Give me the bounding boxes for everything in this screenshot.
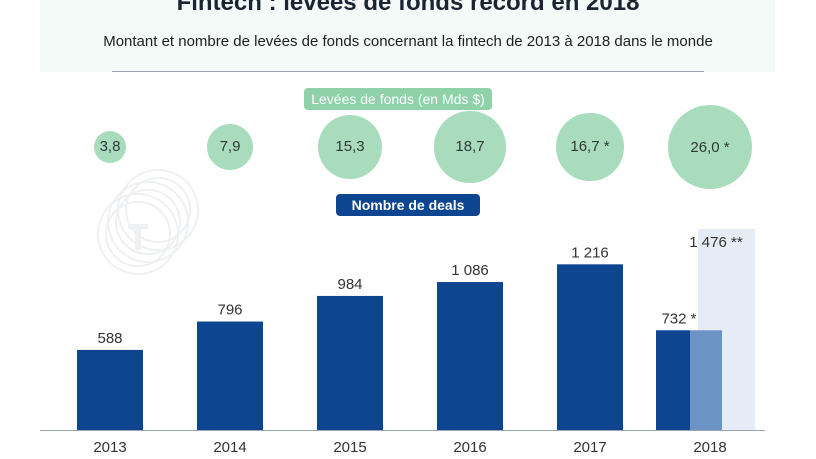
header-band [40,0,775,72]
funds-bubble-2013: 3,8 [93,130,127,164]
deal-bar-2016 [437,282,503,430]
header-divider [112,71,704,72]
x-tick-label: 2013 [93,439,126,456]
chart-title: Fintech : levées de fonds record en 2018 [176,0,640,16]
deals-label: Nombre de deals [336,194,480,216]
deal-bar-2013 [77,349,143,430]
deal-bar-2018 [656,330,690,430]
deal-value-label: 984 [337,276,362,293]
coin-stack-icon [96,168,206,278]
funds-bubble-label: 3,8 [99,138,121,156]
x-tick-label: 2014 [213,439,246,456]
funds-bubble-label: 15,3 [335,138,365,156]
funds-bubble-label: 18,7 [455,138,485,156]
deal-value-label: 796 [217,302,242,319]
deal-value-label: 588 [97,330,122,347]
projection-value-label: 1 476 ** [689,234,743,251]
x-tick-label: 2018 [693,439,726,456]
x-tick-label: 2016 [453,439,486,456]
deal-value-label: 1 086 [451,262,489,279]
funds-bubble-label: 16,7 * [570,138,610,156]
funds-bubble-2015: 15,3 [317,114,383,180]
funds-bubble-2016: 18,7 [434,111,506,183]
x-tick-label: 2015 [333,439,366,456]
x-tick-label: 2017 [573,439,606,456]
funds-bubble-label: 26,0 * [690,138,730,156]
funds-label: Levées de fonds (en Mds $) [304,88,492,110]
funds-bubble-2018: 26,0 * [668,105,752,189]
deal-value-label: 732 * [661,310,696,327]
deal-bar-2015 [317,295,383,430]
deal-value-label: 1 216 [571,244,609,261]
funds-bubble-label: 7,9 [219,138,241,156]
deal-bar-projection [690,330,722,430]
deal-bar-2017 [557,264,623,430]
deal-bar-2014 [197,321,263,430]
chart-subtitle: Montant et nombre de levées de fonds con… [103,33,713,50]
funds-bubble-2014: 7,9 [206,123,254,171]
funds-bubble-2017: 16,7 * [556,113,624,181]
